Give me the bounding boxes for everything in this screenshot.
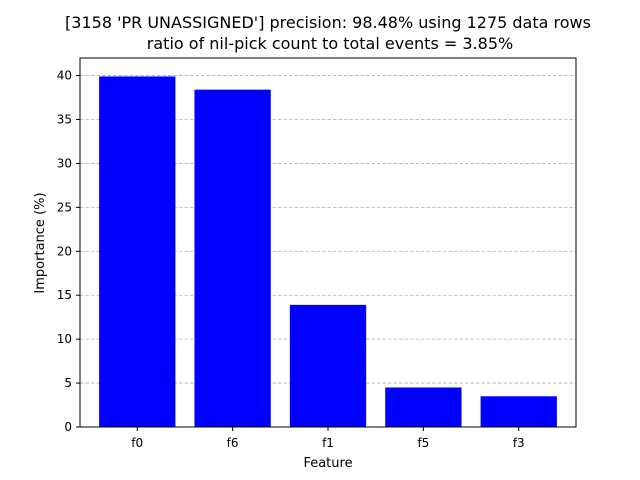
bar-f1 <box>289 304 367 427</box>
x-tick-label: f5 <box>417 436 429 450</box>
x-tick-label: f6 <box>227 436 239 450</box>
y-tick-label: 10 <box>57 332 72 346</box>
chart-title-line-1: [3158 'PR UNASSIGNED'] precision: 98.48%… <box>65 13 591 32</box>
bar-f5 <box>385 387 462 427</box>
y-tick-label: 35 <box>57 113 72 127</box>
y-tick-label: 25 <box>57 200 72 214</box>
x-tick-label: f3 <box>513 436 525 450</box>
x-tick-label: f1 <box>322 436 334 450</box>
y-axis-label: Importance (%) <box>33 192 48 293</box>
y-tick-label: 40 <box>57 69 72 83</box>
y-tick-label: 0 <box>64 420 72 434</box>
y-axis-ticks: 0 5 10 15 20 25 30 35 40 <box>57 69 80 434</box>
y-tick-label: 30 <box>57 156 72 170</box>
x-axis-ticks: f0 f6 f1 f5 f3 <box>131 427 525 450</box>
y-tick-label: 15 <box>57 288 72 302</box>
bar-f0 <box>99 76 176 427</box>
x-axis-label: Feature <box>303 456 352 471</box>
bars <box>99 76 557 427</box>
chart-title-line-2: ratio of nil-pick count to total events … <box>147 34 513 53</box>
bar-f6 <box>194 89 271 427</box>
y-tick-label: 5 <box>64 376 72 390</box>
bar-f3 <box>480 396 557 427</box>
x-tick-label: f0 <box>131 436 143 450</box>
y-tick-label: 20 <box>57 244 72 258</box>
